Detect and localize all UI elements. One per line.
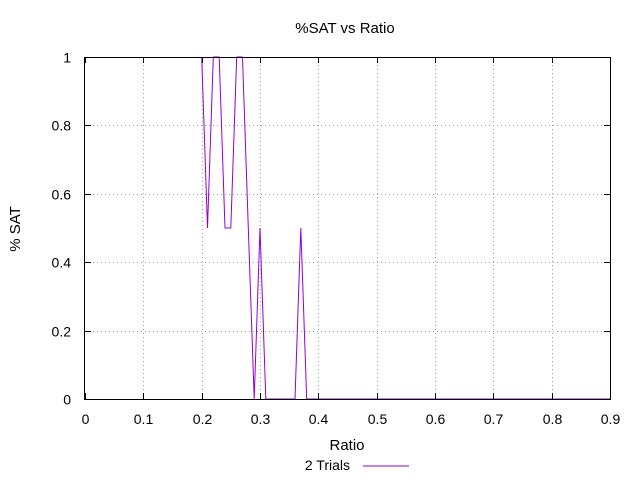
x-axis-label: Ratio — [329, 437, 364, 454]
x-tick-label: 0.3 — [251, 411, 271, 427]
x-tick-label: 0 — [82, 411, 90, 427]
y-axis-label: % SAT — [7, 206, 24, 252]
x-tick-label: 0.8 — [543, 411, 563, 427]
series-layer — [201, 56, 610, 400]
x-tick-label: 0.4 — [309, 411, 329, 427]
plot-frame — [84, 57, 611, 400]
x-tick-label: 0.1 — [134, 411, 154, 427]
x-tick-label: 0.5 — [368, 411, 388, 427]
series-line — [201, 56, 610, 400]
x-tick-label: 0.6 — [426, 411, 446, 427]
x-tick-label: 0.2 — [193, 411, 213, 427]
y-tick-label: 0.6 — [52, 187, 72, 203]
axis-ticks: 0 0.1 0.2 0.3 0.4 0.5 0.6 0.7 0.8 0.9 0 0.2 0.4 0.6 0.… — [52, 50, 621, 428]
legend: 2 Trials — [305, 457, 409, 473]
y-tick-label: 1 — [63, 50, 71, 66]
chart-title: %SAT vs Ratio — [295, 20, 394, 37]
y-tick-label: 0.2 — [52, 324, 72, 340]
y-tick-label: 0.8 — [52, 118, 72, 134]
y-tick-label: 0 — [63, 392, 71, 408]
grid — [85, 57, 610, 399]
x-tick-label: 0.9 — [601, 411, 621, 427]
y-tick-label: 0.4 — [52, 255, 72, 271]
legend-label: 2 Trials — [305, 457, 350, 473]
x-tick-label: 0.7 — [484, 411, 504, 427]
